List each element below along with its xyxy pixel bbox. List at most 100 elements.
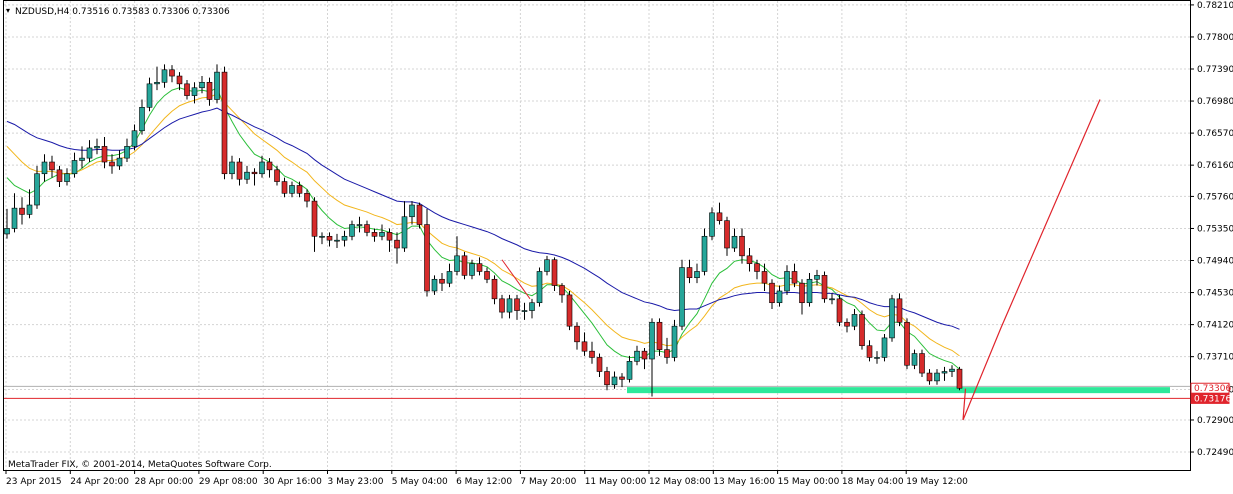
candle-body bbox=[641, 350, 648, 360]
candle-body bbox=[221, 71, 228, 175]
time-axis[interactable]: 23 Apr 2015 24 Apr 20:00 28 Apr 00:00 29 Ap… bbox=[5, 470, 968, 487]
candle bbox=[236, 158, 243, 186]
candle-body bbox=[409, 204, 415, 218]
candle bbox=[94, 138, 100, 155]
candle bbox=[454, 236, 460, 276]
candle bbox=[11, 193, 18, 233]
candle bbox=[934, 369, 940, 385]
candle-body bbox=[41, 161, 48, 175]
candle bbox=[296, 181, 303, 198]
candle bbox=[724, 216, 730, 256]
candles bbox=[4, 64, 963, 397]
price-label: 0.73306 bbox=[1190, 382, 1231, 394]
candle-body bbox=[341, 235, 348, 241]
candle bbox=[41, 154, 48, 182]
candle-body bbox=[514, 298, 520, 311]
candle bbox=[641, 348, 648, 370]
candle-body bbox=[56, 169, 63, 182]
price-axis[interactable]: 0.78210 0.77800 0.77390 0.76980 0.76570 0.761… bbox=[1190, 1, 1233, 458]
candle bbox=[409, 201, 415, 225]
candle-body bbox=[589, 350, 595, 358]
x-tick-label: 6 May 12:00 bbox=[456, 477, 512, 487]
y-tick-label: 0.72900 bbox=[1197, 416, 1233, 426]
candle-body bbox=[199, 81, 205, 89]
candle-body bbox=[506, 298, 513, 313]
candle bbox=[889, 294, 895, 342]
candle bbox=[199, 76, 205, 94]
candle-body bbox=[851, 314, 858, 327]
candle-body bbox=[716, 212, 723, 221]
candle bbox=[604, 366, 610, 391]
candle bbox=[469, 259, 475, 280]
candle-body bbox=[881, 337, 888, 358]
candle-body bbox=[4, 228, 10, 235]
candle bbox=[844, 318, 850, 333]
candle bbox=[926, 369, 933, 385]
candle bbox=[424, 208, 430, 297]
candle-body bbox=[94, 146, 100, 149]
candle bbox=[559, 283, 565, 303]
candle-body bbox=[244, 171, 250, 180]
candle bbox=[161, 64, 168, 88]
candle-body bbox=[806, 278, 813, 304]
candle bbox=[146, 77, 153, 112]
candle bbox=[221, 66, 228, 180]
candle-body bbox=[454, 255, 460, 272]
candle-body bbox=[304, 192, 310, 202]
candle bbox=[521, 302, 528, 320]
candle bbox=[26, 189, 33, 219]
symbol-header: ▾ NZDUSD,H4 0.73516 0.73583 0.73306 0.73… bbox=[6, 6, 230, 17]
candle bbox=[731, 228, 738, 252]
candle bbox=[716, 202, 723, 225]
candle bbox=[416, 202, 423, 229]
candle bbox=[956, 366, 963, 391]
candle-body bbox=[206, 81, 213, 100]
candle-body bbox=[469, 263, 475, 276]
candle-body bbox=[559, 285, 565, 296]
candle-body bbox=[79, 157, 85, 161]
candle bbox=[769, 279, 775, 309]
candle-body bbox=[379, 232, 385, 237]
candle bbox=[896, 293, 903, 327]
x-tick-label: 5 May 04:00 bbox=[392, 477, 448, 487]
candle bbox=[341, 230, 348, 247]
candle bbox=[154, 66, 160, 91]
candle-body bbox=[724, 220, 730, 249]
candle bbox=[71, 152, 78, 178]
candle bbox=[326, 232, 333, 247]
candle-body bbox=[259, 161, 265, 175]
candle-body bbox=[251, 171, 258, 175]
candle-body bbox=[866, 345, 873, 358]
candle bbox=[229, 155, 235, 180]
candle bbox=[109, 154, 115, 174]
candle-body bbox=[499, 298, 505, 313]
x-tick-label: 15 May 00:00 bbox=[778, 477, 840, 487]
candle bbox=[274, 165, 280, 186]
candle bbox=[491, 275, 498, 305]
candle-body bbox=[611, 376, 618, 386]
candle bbox=[4, 208, 10, 239]
x-tick-label: 13 May 16:00 bbox=[713, 477, 775, 487]
candle-body bbox=[446, 271, 453, 284]
candle-body bbox=[926, 372, 933, 382]
candle bbox=[514, 294, 520, 320]
y-tick-label: 0.74940 bbox=[1197, 257, 1233, 267]
candle-body bbox=[49, 161, 55, 171]
candle bbox=[214, 64, 220, 104]
candle-body bbox=[859, 314, 865, 347]
plot-border bbox=[3, 0, 1191, 471]
y-tick-label: 0.74120 bbox=[1197, 321, 1233, 331]
candle-body bbox=[626, 361, 633, 380]
candle bbox=[484, 267, 490, 284]
x-tick-label: 12 May 08:00 bbox=[649, 477, 711, 487]
candle bbox=[379, 224, 385, 241]
candle-body bbox=[476, 263, 483, 272]
candle-body bbox=[656, 321, 663, 350]
candle-body bbox=[956, 368, 963, 389]
candle-body bbox=[401, 216, 408, 249]
price-label-text: 0.73176 bbox=[1194, 394, 1231, 404]
candle-body bbox=[386, 232, 393, 241]
